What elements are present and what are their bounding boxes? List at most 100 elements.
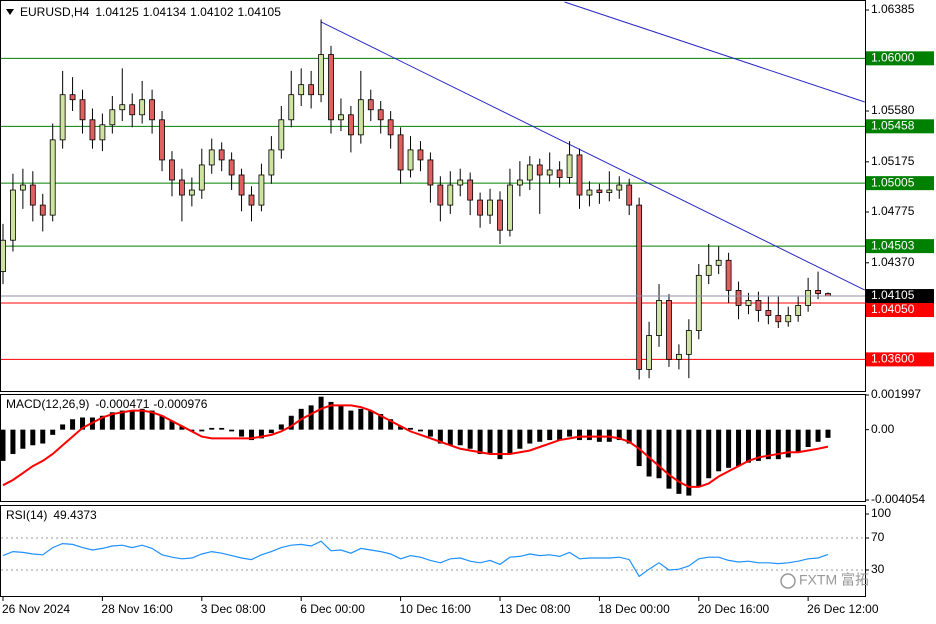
candle-body [377, 109, 384, 121]
rsi-title: RSI(14) [6, 508, 47, 522]
candle-body [367, 99, 374, 111]
candle-body [526, 164, 533, 181]
candle-body [775, 315, 782, 323]
macd-bar [159, 415, 165, 430]
macd-bar [169, 420, 175, 430]
macd-bar [477, 429, 483, 454]
candle-body [288, 94, 295, 121]
candle-body [159, 119, 165, 161]
macd-bar [537, 429, 543, 442]
candle-body [298, 84, 305, 96]
level-label: 1.05458 [871, 118, 915, 132]
macd-bar [10, 429, 16, 454]
macd-bar [427, 429, 433, 437]
macd-bar [318, 396, 324, 430]
macd-bar [398, 426, 404, 430]
x-tick-label: 18 Dec 00:00 [598, 602, 670, 616]
candle-body [477, 199, 484, 216]
low: 1.04102 [190, 5, 234, 19]
macd-bar [278, 424, 284, 430]
macd-bar [805, 429, 811, 448]
macd-bar [179, 426, 185, 430]
macd-bar [109, 412, 115, 430]
candle-body [39, 204, 46, 216]
macd-bar [686, 429, 692, 496]
candle-body [586, 189, 593, 196]
candle-body [437, 184, 444, 206]
x-tick-label: 10 Dec 16:00 [400, 602, 472, 616]
candle-body [626, 184, 633, 206]
x-tick-label: 13 Dec 08:00 [499, 602, 571, 616]
macd-bar [209, 427, 215, 430]
candle-body [546, 169, 553, 176]
high: 1.04134 [143, 5, 187, 19]
macd-bar [467, 429, 473, 449]
signal-value: -0.000976 [153, 397, 207, 411]
level-label-box [866, 176, 934, 191]
macd-bar [736, 429, 742, 467]
level-label-box [866, 51, 934, 66]
candle-body [357, 99, 364, 136]
macd-bar [785, 429, 791, 458]
candle-body [815, 289, 821, 294]
price-label-box [866, 289, 934, 304]
macd-bar [348, 410, 354, 430]
candle-body [308, 84, 315, 96]
candle-body [507, 184, 513, 231]
macd-bar [656, 429, 662, 479]
y-tick-label: 1.04775 [871, 204, 915, 218]
macd-bar [258, 429, 264, 439]
x-tick-label: 26 Dec 12:00 [807, 602, 879, 616]
candle-body [318, 54, 324, 96]
candle-body [328, 54, 334, 121]
level-label-box [866, 303, 934, 318]
chart-header: EURUSD,H4 1.04125 1.04134 1.04102 1.04105 [20, 5, 281, 19]
macd-bar [129, 410, 135, 430]
y-tick-label: 1.06385 [871, 2, 915, 16]
macd-bar [745, 429, 751, 463]
macd-bar [288, 415, 294, 430]
candle-body [0, 239, 6, 272]
macd-bar [447, 429, 453, 446]
symbol: EURUSD,H4 [20, 5, 90, 19]
level-label: 1.03600 [871, 352, 915, 366]
y-tick-label: 1.05175 [871, 154, 915, 168]
macd-header: MACD(12,26,9) -0.000471 -0.000976 [6, 397, 208, 411]
macd-bar [358, 408, 364, 430]
macd-bar [99, 415, 105, 430]
candle-body [387, 119, 394, 136]
macd-bar [199, 429, 205, 432]
candle-body [735, 289, 742, 306]
macd-bar [80, 417, 86, 430]
candle-body [636, 204, 643, 370]
macd-bar [557, 429, 563, 441]
candle-body [745, 300, 752, 306]
candle-body [19, 184, 26, 191]
macd-title: MACD(12,26,9) [6, 397, 89, 411]
macd-bar [577, 429, 583, 441]
candle-body [646, 335, 652, 370]
macd-bar [149, 410, 155, 430]
candle-body [397, 134, 404, 171]
x-tick-label: 20 Dec 16:00 [698, 602, 770, 616]
macd-bar [219, 427, 225, 430]
candle-body [218, 149, 225, 161]
candle-body [765, 310, 772, 316]
macd-bar [388, 419, 394, 430]
y-tick-label: 1.05580 [871, 103, 915, 117]
x-tick-label: 6 Dec 00:00 [300, 602, 365, 616]
macd-bar [626, 429, 632, 444]
macd-bar [696, 429, 702, 487]
x-tick-label: 3 Dec 08:00 [201, 602, 266, 616]
open: 1.04125 [95, 5, 139, 19]
x-tick-label: 28 Nov 16:00 [101, 602, 173, 616]
candle-body [536, 164, 543, 176]
macd-bar [646, 429, 652, 477]
macd-bar [408, 427, 414, 430]
macd-bar [20, 429, 26, 449]
candle-body [10, 189, 16, 241]
candle-body [188, 189, 195, 196]
candle-body [516, 179, 523, 186]
candle-body [69, 94, 76, 101]
